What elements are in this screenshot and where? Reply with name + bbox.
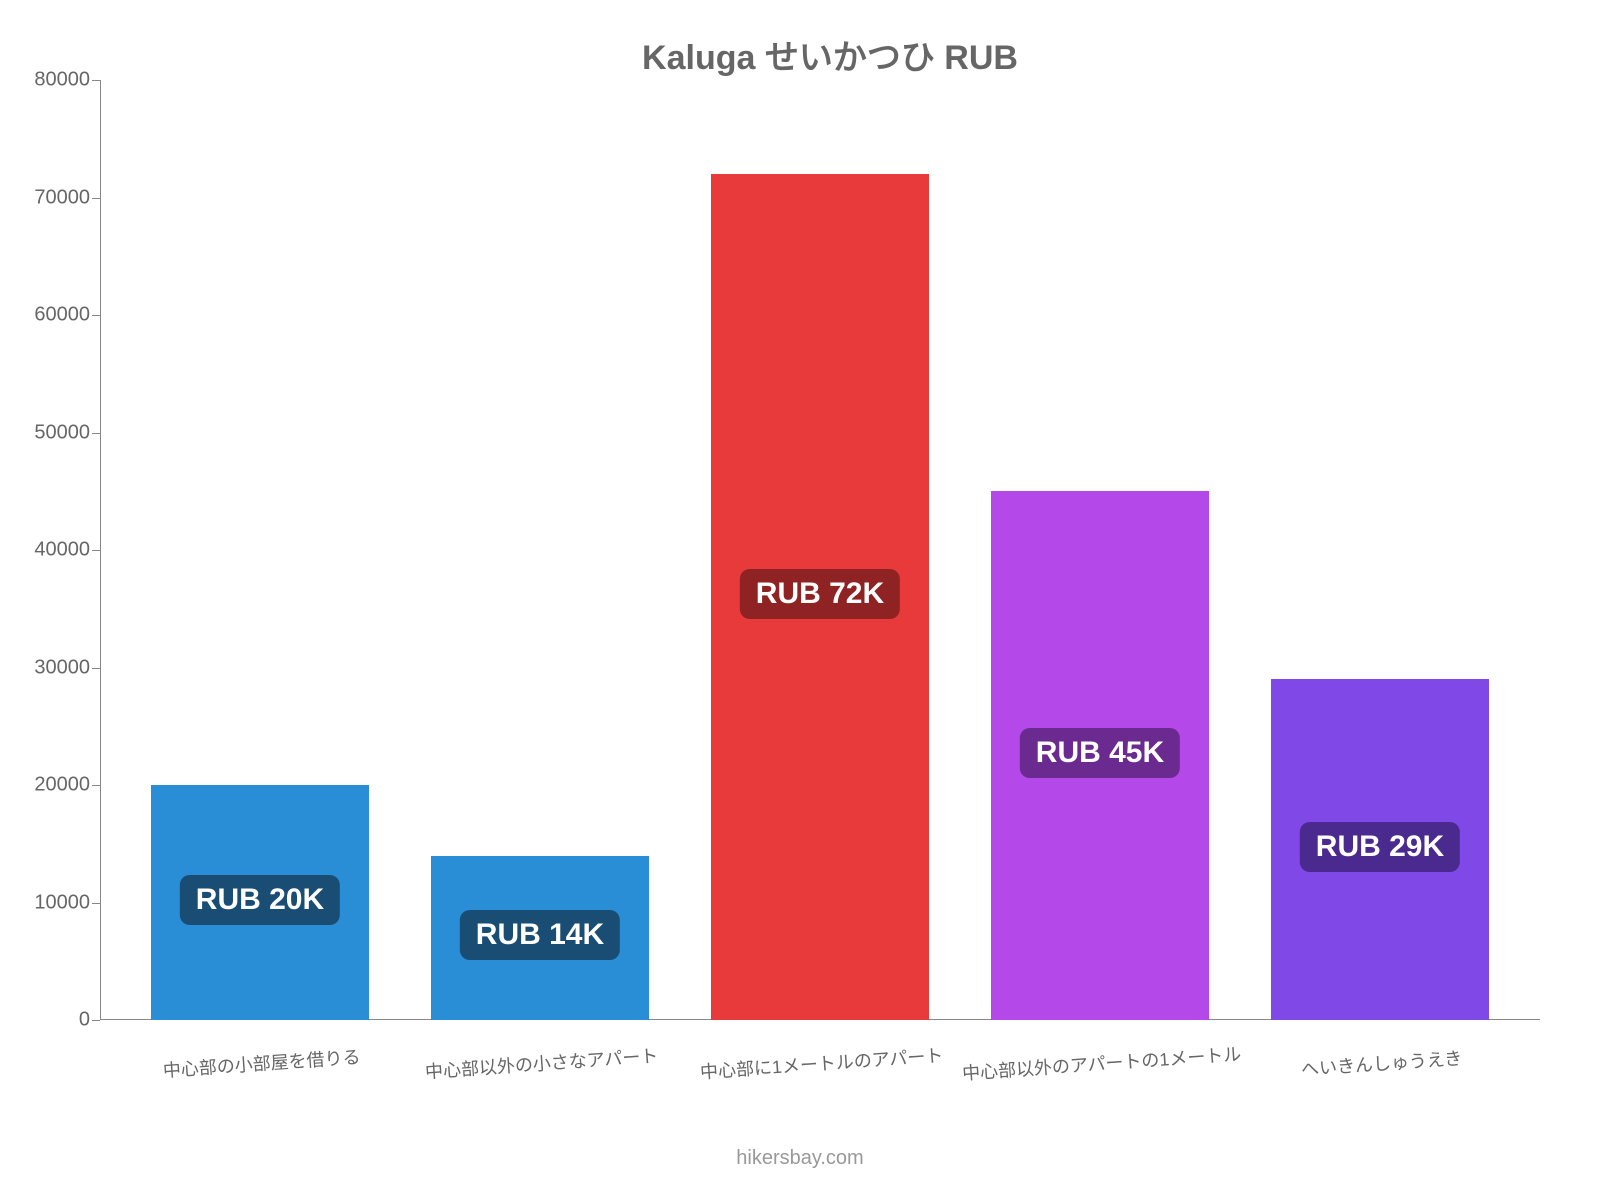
bar: RUB 72K	[711, 174, 929, 1020]
y-tick-label: 50000	[10, 421, 90, 444]
y-tick-label: 10000	[10, 891, 90, 914]
y-tick-mark	[92, 198, 100, 199]
chart-container: Kaluga せいかつひ RUB 01000020000300004000050…	[0, 0, 1600, 1200]
bar-wrap: RUB 14K	[400, 80, 680, 1020]
y-tick-mark	[92, 315, 100, 316]
bar: RUB 29K	[1271, 679, 1489, 1020]
y-tick-label: 70000	[10, 186, 90, 209]
y-tick-label: 40000	[10, 539, 90, 562]
x-axis-label: 中心部に1メートルのアパート	[680, 1030, 964, 1109]
bar: RUB 14K	[431, 856, 649, 1021]
bar-wrap: RUB 29K	[1240, 80, 1520, 1020]
y-tick-mark	[92, 433, 100, 434]
y-tick-label: 0	[10, 1009, 90, 1032]
y-tick-mark	[92, 785, 100, 786]
y-tick-label: 80000	[10, 69, 90, 92]
x-axis-label: 中心部以外のアパートの1メートル	[960, 1030, 1244, 1109]
chart-title: Kaluga せいかつひ RUB	[100, 30, 1560, 79]
chart-footer: hikersbay.com	[0, 1147, 1600, 1170]
bar-wrap: RUB 72K	[680, 80, 960, 1020]
bar-value-label: RUB 14K	[460, 910, 620, 960]
x-axis-label: へいきんしゅうえき	[1240, 1030, 1524, 1109]
y-tick-mark	[92, 668, 100, 669]
y-tick-mark	[92, 550, 100, 551]
y-tick-mark	[92, 903, 100, 904]
x-axis-label: 中心部以外の小さなアパート	[400, 1030, 684, 1109]
bar-value-label: RUB 29K	[1300, 822, 1460, 872]
bars-group: RUB 20K RUB 14K RUB 72K RUB 45K RUB 29K	[100, 80, 1540, 1020]
bar: RUB 45K	[991, 491, 1209, 1020]
bar-value-label: RUB 72K	[740, 569, 900, 619]
y-tick-label: 30000	[10, 656, 90, 679]
y-tick-mark	[92, 1020, 100, 1021]
y-tick-label: 60000	[10, 304, 90, 327]
bar-wrap: RUB 45K	[960, 80, 1240, 1020]
bar: RUB 20K	[151, 785, 369, 1020]
y-tick-mark	[92, 80, 100, 81]
bar-value-label: RUB 20K	[180, 875, 340, 925]
x-axis-label: 中心部の小部屋を借りる	[120, 1030, 404, 1109]
bar-value-label: RUB 45K	[1020, 728, 1180, 778]
y-tick-label: 20000	[10, 774, 90, 797]
plot-area: 0100002000030000400005000060000700008000…	[100, 80, 1540, 1020]
x-axis-labels: 中心部の小部屋を借りる中心部以外の小さなアパート中心部に1メートルのアパート中心…	[100, 1040, 1540, 1100]
bar-wrap: RUB 20K	[120, 80, 400, 1020]
